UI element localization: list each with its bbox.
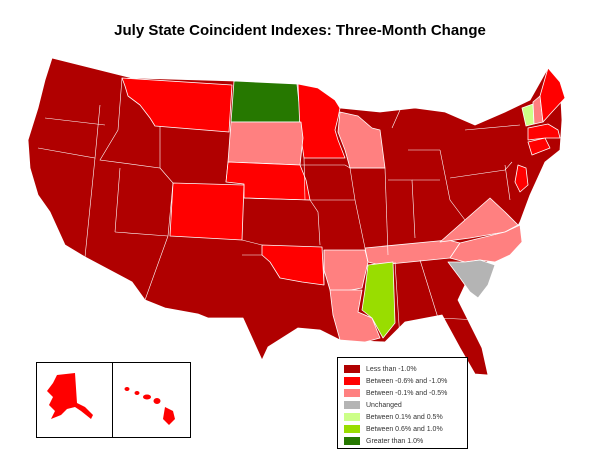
legend-label: Greater than 1.0% [366,437,424,445]
legend-item: Unchanged [344,400,402,410]
state-colorado [169,182,245,241]
legend-item: Between 0.6% and 1.0% [344,424,443,434]
state-minnesota [297,83,346,159]
state-connecticut [527,137,551,156]
legend-swatch [344,401,360,409]
state-arkansas [323,249,369,293]
state-massachusetts [527,123,561,141]
legend-item: Between -0.1% and -0.5% [344,388,447,398]
hawaii-inset [112,362,191,438]
legend-swatch [344,389,360,397]
map-legend: Less than -1.0% Between -0.6% and -1.0% … [337,357,468,449]
state-louisiana [329,289,381,343]
hawaii-map [124,387,175,425]
legend-swatch [344,413,360,421]
us-outline [27,57,563,376]
legend-label: Between -0.6% and -1.0% [366,377,448,385]
legend-swatch [344,365,360,373]
state-maine [539,67,566,123]
legend-swatch [344,425,360,433]
map-title: July State Coincident Indexes: Three-Mon… [114,22,486,39]
legend-item: Between 0.1% and 0.5% [344,412,443,422]
state-hawaii [124,387,175,425]
alaska-map [47,373,93,419]
legend-swatch [344,437,360,445]
state-alaska [47,373,93,419]
state-south-carolina [447,259,496,299]
legend-label: Between -0.1% and -0.5% [366,389,448,397]
legend-label: Between 0.1% and 0.5% [366,413,443,421]
legend-label: Between 0.6% and 1.0% [366,425,443,433]
legend-item: Greater than 1.0% [344,436,423,446]
legend-label: Unchanged [366,401,402,409]
state-north-dakota [230,80,302,123]
state-montana [121,77,233,133]
state-borders [37,77,521,341]
state-south-dakota [227,121,304,166]
state-virginia [439,197,519,243]
state-mississippi [361,261,396,339]
legend-swatch [344,377,360,385]
legend-item: Less than -1.0% [344,364,417,374]
legend-label: Less than -1.0% [366,365,417,373]
state-new-jersey [514,164,529,193]
alaska-inset [36,362,114,438]
state-oklahoma [261,244,325,286]
legend-item: Between -0.6% and -1.0% [344,376,447,386]
